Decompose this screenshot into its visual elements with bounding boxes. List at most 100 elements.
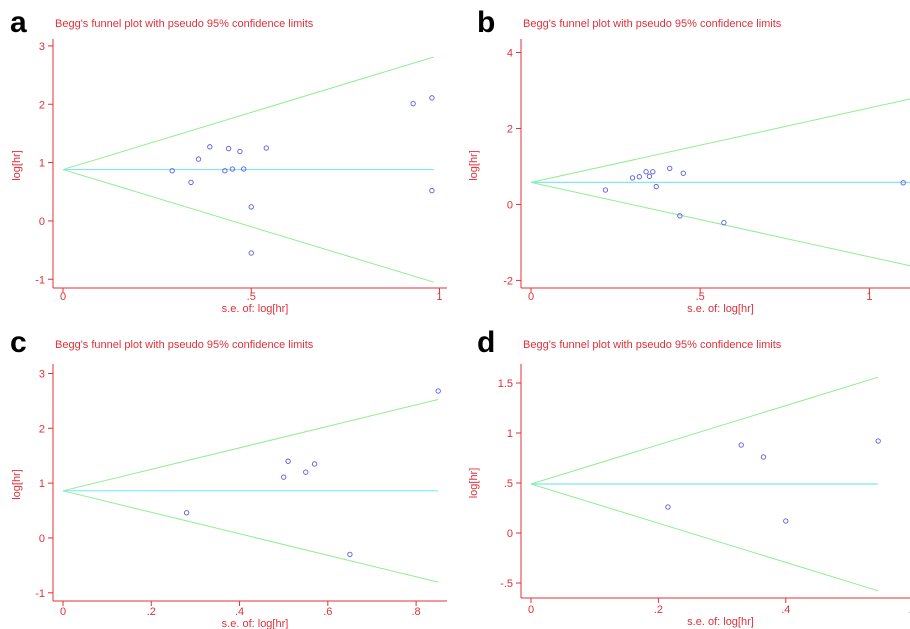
study-point: [410, 101, 416, 107]
study-point: [229, 166, 236, 172]
x-tick-label: .6: [323, 606, 332, 618]
study-point: [602, 187, 609, 193]
study-point: [650, 169, 656, 175]
x-tick-label: 0: [528, 604, 534, 616]
study-point: [285, 458, 291, 464]
y-tick-label: 1: [39, 158, 45, 170]
study-point: [435, 388, 441, 394]
y-tick-label: 2: [39, 423, 45, 435]
study-point: [760, 454, 767, 460]
study-point: [900, 180, 906, 186]
study-point: [629, 175, 636, 181]
study-point: [636, 174, 642, 180]
x-axis-label: s.e. of: log[hr]: [687, 616, 754, 628]
y-tick-label: 0: [507, 528, 513, 540]
chart-title: Begg's funnel plot with pseudo 95% confi…: [523, 339, 782, 351]
panel-c: c Begg's funnel plot with pseudo 95% con…: [0, 318, 455, 629]
y-axis-label: log[hr]: [11, 469, 23, 500]
study-point: [188, 179, 194, 186]
study-point: [643, 169, 649, 175]
upper-limit-line: [62, 56, 434, 171]
x-axis-label: s.e. of: log[hr]: [222, 303, 289, 315]
y-axis-label: log[hr]: [11, 150, 23, 181]
study-point: [169, 168, 175, 174]
panel-label: b: [477, 6, 496, 39]
study-point: [303, 469, 309, 475]
x-tick-label: .4: [781, 604, 790, 616]
study-point: [248, 250, 254, 256]
panel-label: a: [10, 6, 27, 39]
y-tick-label: .5: [504, 478, 513, 490]
x-tick-label: .2: [654, 604, 663, 616]
study-point: [195, 156, 202, 162]
study-point: [222, 168, 228, 174]
study-point: [248, 204, 254, 210]
x-tick-label: .2: [147, 606, 156, 618]
panel-a: a Begg's funnel plot with pseudo 95% con…: [0, 0, 455, 315]
y-axis-label: log[hr]: [468, 468, 480, 499]
funnel-plot-c: Begg's funnel plot with pseudo 95% confi…: [11, 339, 447, 629]
y-axis-label: log[hr]: [468, 150, 480, 181]
y-tick-label: 2: [39, 99, 45, 111]
x-tick-label: 0: [60, 606, 66, 618]
panel-label: c: [10, 326, 27, 359]
y-tick-label: -.5: [500, 578, 513, 590]
panel-d: d Begg's funnel plot with pseudo 95% con…: [455, 318, 910, 629]
y-tick-label: 1: [507, 428, 513, 440]
x-tick-label: .4: [235, 606, 244, 618]
study-point: [183, 510, 190, 516]
study-point: [646, 173, 653, 179]
study-point: [225, 145, 232, 152]
y-tick-label: 1: [39, 478, 45, 490]
study-point: [721, 220, 727, 226]
funnel-plot-b: Begg's funnel plot with pseudo 95% confi…: [468, 18, 910, 315]
funnel-plot-a: Begg's funnel plot with pseudo 95% confi…: [11, 18, 447, 315]
chart-title: Begg's funnel plot with pseudo 95% confi…: [55, 339, 314, 351]
funnel-plot-d: Begg's funnel plot with pseudo 95% confi…: [468, 339, 910, 628]
y-tick-label: 0: [507, 199, 513, 211]
chart-title: Begg's funnel plot with pseudo 95% confi…: [523, 18, 782, 30]
x-tick-label: 1: [436, 291, 442, 303]
study-point: [429, 95, 435, 101]
x-tick-label: .5: [696, 291, 705, 303]
lower-limit-line: [62, 490, 439, 583]
study-point: [875, 438, 881, 444]
study-point: [281, 474, 287, 480]
x-axis-label: s.e. of: log[hr]: [687, 303, 754, 315]
study-point: [677, 213, 683, 219]
y-tick-label: -2: [503, 275, 513, 287]
study-point: [237, 148, 243, 155]
study-point: [783, 518, 789, 524]
y-tick-label: 0: [39, 533, 45, 545]
y-tick-label: 2: [507, 123, 513, 135]
study-point: [241, 166, 247, 172]
study-point: [263, 145, 269, 151]
y-tick-label: 4: [507, 47, 513, 59]
panel-label: d: [477, 326, 496, 359]
lower-limit-line: [530, 483, 879, 592]
x-tick-label: .6: [909, 604, 910, 616]
study-point: [207, 144, 213, 150]
study-point: [680, 170, 686, 176]
lower-limit-line: [62, 169, 434, 283]
y-tick-label: -1: [35, 274, 45, 286]
study-point: [311, 461, 318, 467]
x-tick-label: .5: [247, 291, 256, 303]
study-point: [429, 187, 435, 194]
study-point: [653, 183, 659, 190]
y-tick-label: 3: [39, 41, 45, 53]
upper-limit-line: [62, 398, 439, 492]
chart-title: Begg's funnel plot with pseudo 95% confi…: [55, 18, 314, 30]
y-tick-label: -1: [35, 588, 45, 600]
study-point: [667, 165, 673, 171]
y-tick-label: 3: [39, 368, 45, 380]
x-tick-label: 0: [528, 291, 534, 303]
x-axis-label: s.e. of: log[hr]: [222, 618, 289, 629]
study-point: [347, 551, 353, 558]
x-tick-label: 0: [60, 291, 66, 303]
x-tick-label: .8: [412, 606, 421, 618]
study-point: [665, 504, 671, 510]
x-tick-label: 1: [866, 291, 872, 303]
study-point: [738, 442, 744, 448]
y-tick-label: 1.5: [498, 378, 513, 390]
